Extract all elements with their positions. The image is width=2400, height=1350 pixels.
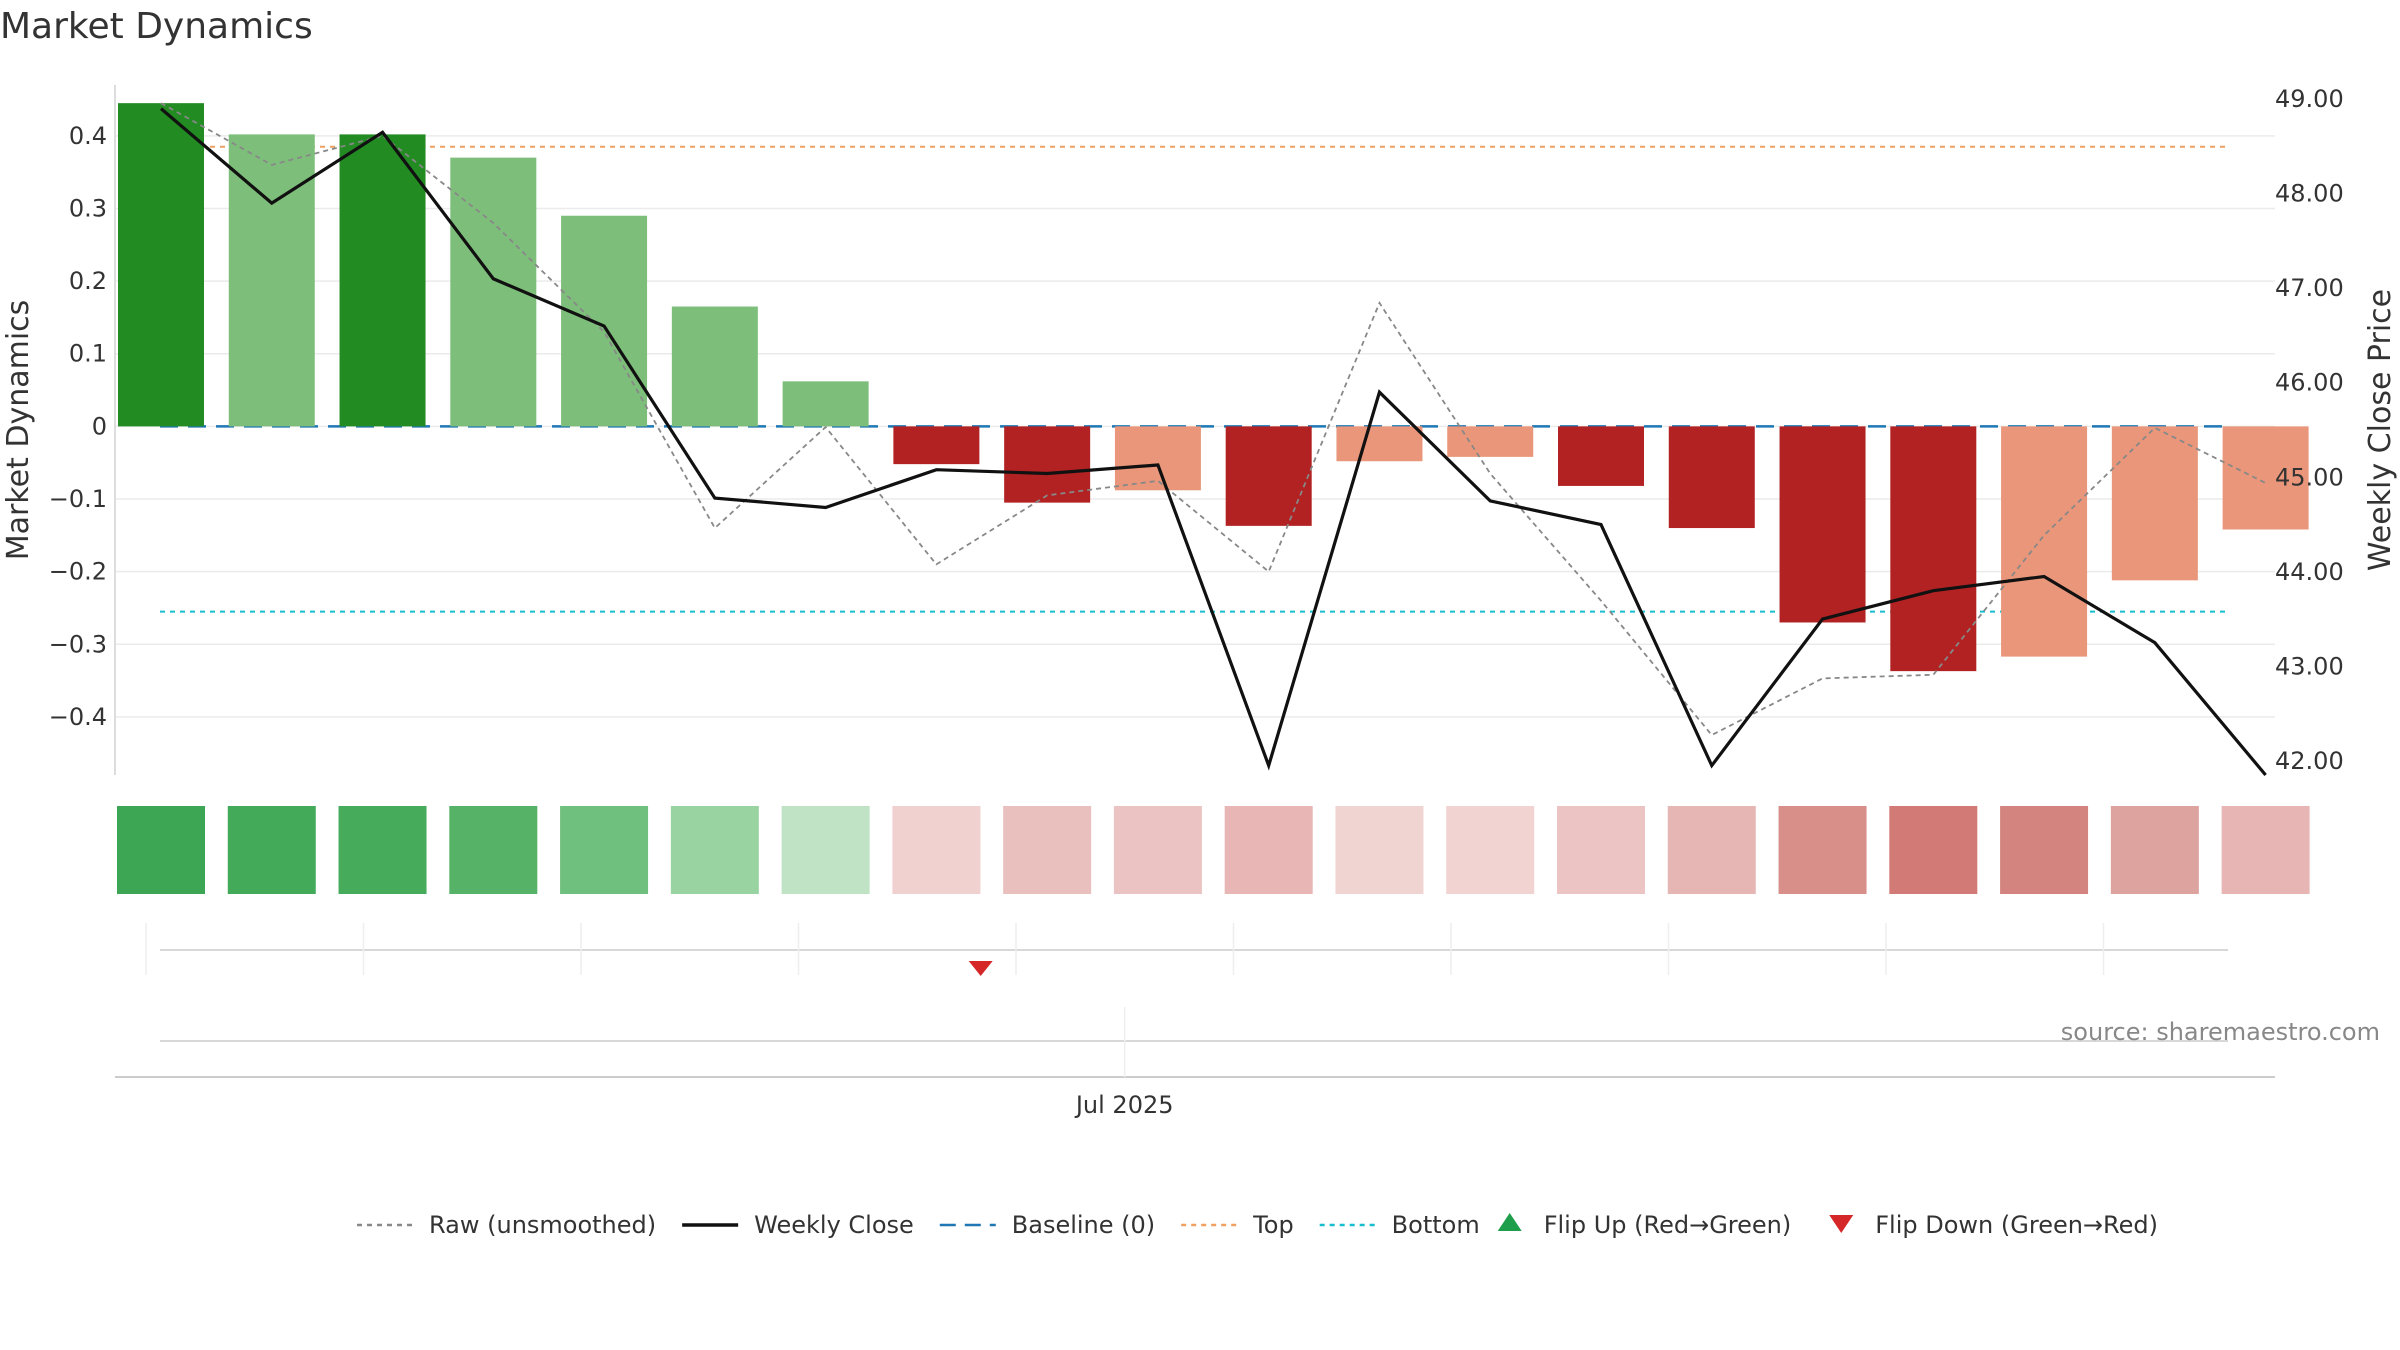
axes: 0.4 0.3 0.2 0.1 0 −0.1 −0.2 −0.3 −0.4 49.00 48.00 4… <box>1 85 2398 775</box>
legend-label: Flip Down (Green→Red) <box>1875 1211 2158 1239</box>
heat-cell <box>1335 806 1424 894</box>
legend-label: Bottom <box>1392 1211 1480 1239</box>
dynamics-bar <box>2222 426 2309 530</box>
left-tick-label: 0.1 <box>69 340 107 368</box>
right-tick-label: 46.00 <box>2275 369 2344 397</box>
left-axis-title: Market Dynamics <box>1 300 36 561</box>
dynamics-bar <box>893 426 980 465</box>
heat-cell <box>670 806 759 894</box>
dynamics-bar <box>1668 426 1755 529</box>
heat-cell <box>892 806 981 894</box>
heat-cell <box>1003 806 1092 894</box>
legend-swatch <box>1497 1213 1522 1231</box>
heat-cell <box>1778 806 1867 894</box>
heat-cell <box>117 806 205 894</box>
legend-swatch <box>1829 1215 1854 1233</box>
legend: Raw (unsmoothed) Weekly Close Baseline (0)… <box>357 1211 2158 1239</box>
right-tick-label: 49.00 <box>2275 85 2344 113</box>
dynamics-bar <box>1114 426 1201 491</box>
right-tick-label: 42.00 <box>2275 747 2344 775</box>
dynamics-bar <box>1336 426 1423 462</box>
dynamics-bar <box>2001 426 2088 657</box>
legend-entry: Bottom <box>1319 1211 1480 1239</box>
legend-entry: Baseline (0) <box>939 1211 1155 1239</box>
heat-strip <box>117 806 2310 894</box>
series-lines <box>159 102 2267 777</box>
heat-cell <box>2221 806 2310 894</box>
dynamics-bar <box>1447 426 1534 457</box>
right-axis-title: Weekly Close Price <box>2363 289 2398 571</box>
legend-entry: Weekly Close <box>682 1211 914 1239</box>
chart-title: Market Dynamics <box>0 6 313 47</box>
legend-entry: Flip Down (Green→Red) <box>1829 1211 2158 1239</box>
flip-down-marker <box>968 961 993 976</box>
heat-cell <box>2110 806 2199 894</box>
left-tick-label: 0.2 <box>69 267 107 295</box>
left-tick-label: −0.2 <box>49 558 107 586</box>
dynamics-bar <box>1225 426 1312 526</box>
dynamics-bars <box>118 103 2309 672</box>
left-tick-label: 0.3 <box>69 194 107 222</box>
legend-entry: Flip Up (Red→Green) <box>1497 1211 1792 1239</box>
legend-label: Top <box>1252 1211 1294 1239</box>
heat-cell <box>227 806 316 894</box>
dynamics-bar <box>339 134 426 427</box>
dynamics-bar <box>1890 426 1977 672</box>
timeline-axis: Jul 2025 <box>115 1007 2275 1119</box>
weekly-close-line <box>159 107 2267 777</box>
legend-entry: Raw (unsmoothed) <box>357 1211 656 1239</box>
heat-cell <box>1446 806 1535 894</box>
heat-cell <box>2000 806 2089 894</box>
legend-label: Weekly Close <box>754 1211 914 1239</box>
right-tick-label: 43.00 <box>2275 652 2344 680</box>
flip-panel <box>145 923 2228 976</box>
heat-cell <box>1113 806 1202 894</box>
dynamics-bar <box>782 381 869 427</box>
left-tick-label: −0.1 <box>49 485 107 513</box>
heat-cell <box>560 806 649 894</box>
dynamics-bar <box>1779 426 1866 623</box>
left-tick-label: −0.3 <box>49 630 107 658</box>
heat-cell <box>1889 806 1978 894</box>
right-tick-label: 44.00 <box>2275 558 2344 586</box>
raw-unsmoothed-line <box>160 102 2267 737</box>
heat-cell <box>338 806 427 894</box>
legend-label: Raw (unsmoothed) <box>429 1211 656 1239</box>
left-tick-label: −0.4 <box>49 703 107 731</box>
heat-cell <box>449 806 538 894</box>
heat-cell <box>1224 806 1313 894</box>
right-tick-label: 48.00 <box>2275 180 2344 208</box>
legend-entry: Top <box>1181 1211 1294 1239</box>
legend-label: Baseline (0) <box>1012 1211 1155 1239</box>
dynamics-bar <box>2111 426 2198 581</box>
dynamics-bar <box>561 215 648 427</box>
source-credit: source: sharemaestro.com <box>2061 1018 2380 1046</box>
legend-label: Flip Up (Red→Green) <box>1544 1211 1792 1239</box>
right-tick-label: 47.00 <box>2275 274 2344 302</box>
left-tick-label: 0 <box>92 412 107 440</box>
left-tick-label: 0.4 <box>69 122 107 150</box>
right-tick-label: 45.00 <box>2275 463 2344 491</box>
heat-cell <box>781 806 870 894</box>
dynamics-bar <box>671 306 758 427</box>
dynamics-bar <box>1558 426 1644 486</box>
dynamics-bar <box>118 103 204 427</box>
dynamics-bar <box>1004 426 1091 503</box>
heat-cell <box>1557 806 1645 894</box>
x-tick-label: Jul 2025 <box>1074 1091 1174 1119</box>
heat-cell <box>1667 806 1756 894</box>
